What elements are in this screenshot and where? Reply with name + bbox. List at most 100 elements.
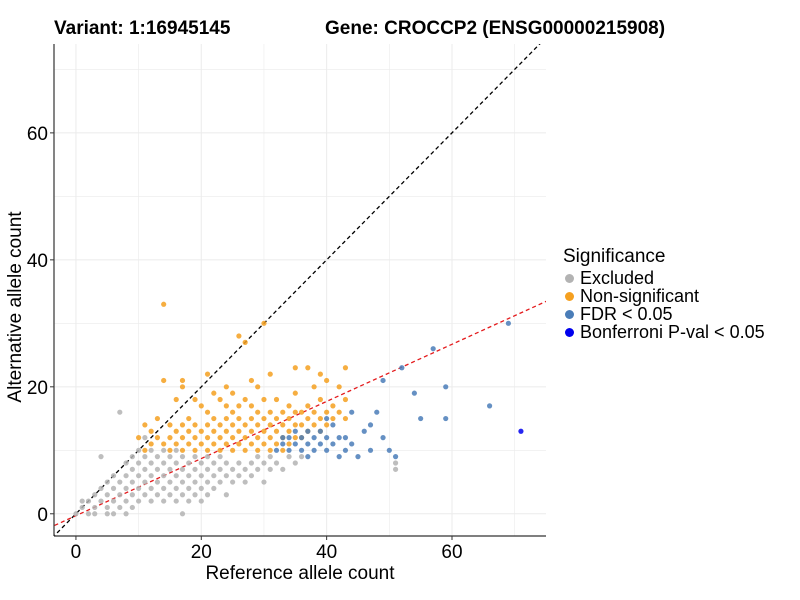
- legend-item-fdr: FDR < 0.05: [563, 304, 765, 324]
- point-fdr-0-05: [286, 447, 292, 453]
- point-non-significant: [223, 403, 229, 409]
- point-excluded: [129, 504, 135, 511]
- point-non-significant: [255, 435, 261, 441]
- point-excluded: [92, 504, 98, 511]
- point-excluded: [136, 473, 142, 479]
- point-non-significant: [242, 396, 248, 403]
- point-non-significant: [261, 396, 267, 403]
- point-non-significant: [217, 447, 223, 453]
- point-excluded: [179, 454, 186, 460]
- point-non-significant: [217, 396, 223, 403]
- point-non-significant: [198, 441, 204, 447]
- point-non-significant: [336, 384, 342, 390]
- point-non-significant: [261, 428, 267, 434]
- point-non-significant: [267, 447, 273, 453]
- point-fdr-0-05: [367, 447, 374, 453]
- point-excluded: [117, 504, 123, 511]
- point-excluded: [123, 460, 129, 466]
- point-non-significant: [324, 377, 330, 384]
- point-fdr-0-05: [380, 377, 386, 384]
- point-non-significant: [204, 435, 211, 441]
- point-non-significant: [211, 441, 217, 447]
- point-non-significant: [192, 396, 198, 403]
- point-non-significant: [267, 435, 273, 441]
- point-excluded: [154, 492, 161, 498]
- point-excluded: [136, 460, 142, 466]
- point-excluded: [173, 485, 179, 491]
- point-excluded: [161, 447, 167, 453]
- point-non-significant: [173, 441, 179, 447]
- point-excluded: [148, 498, 154, 504]
- point-excluded: [261, 460, 267, 466]
- axes: [50, 44, 546, 540]
- point-non-significant: [167, 422, 173, 428]
- point-non-significant: [286, 403, 292, 409]
- point-non-significant: [211, 428, 217, 434]
- point-non-significant: [242, 435, 248, 441]
- point-non-significant: [311, 384, 317, 390]
- legend-item-non-significant: Non-significant: [563, 286, 765, 306]
- point-excluded: [123, 511, 129, 517]
- point-fdr-0-05: [392, 454, 399, 460]
- point-excluded: [92, 492, 98, 498]
- point-non-significant: [280, 447, 286, 453]
- point-fdr-0-05: [324, 435, 330, 441]
- point-excluded: [173, 460, 179, 466]
- point-non-significant: [230, 435, 236, 441]
- point-fdr-0-05: [411, 390, 417, 396]
- point-non-significant: [298, 409, 305, 415]
- point-non-significant: [292, 390, 298, 396]
- point-bonferroni-p-val-0-05: [518, 428, 524, 434]
- legend-item-excluded: Excluded: [563, 268, 765, 288]
- point-excluded: [267, 466, 273, 472]
- point-non-significant: [267, 371, 273, 377]
- point-fdr-0-05: [342, 435, 349, 441]
- point-non-significant: [204, 447, 211, 453]
- point-non-significant: [292, 422, 298, 428]
- point-fdr-0-05: [386, 447, 392, 453]
- point-non-significant: [324, 422, 330, 428]
- x-tick-label: 20: [191, 542, 212, 563]
- legend: Significance Excluded Non-significant FD…: [563, 246, 765, 342]
- point-excluded: [129, 466, 135, 472]
- variant-title: Variant: 1:16945145: [54, 18, 231, 39]
- point-excluded: [173, 473, 179, 479]
- point-non-significant: [298, 422, 305, 428]
- point-non-significant: [161, 441, 167, 447]
- x-tick-label: 40: [316, 542, 337, 563]
- point-fdr-0-05: [336, 435, 342, 441]
- point-fdr-0-05: [292, 428, 298, 434]
- point-excluded: [230, 466, 236, 472]
- point-fdr-0-05: [280, 435, 286, 441]
- point-excluded: [142, 454, 148, 460]
- point-excluded: [211, 473, 217, 479]
- point-non-significant: [336, 409, 342, 415]
- point-fdr-0-05: [280, 441, 286, 447]
- point-non-significant: [236, 428, 242, 434]
- point-non-significant: [198, 403, 204, 409]
- point-excluded: [273, 460, 280, 466]
- point-non-significant: [305, 365, 311, 371]
- point-non-significant: [223, 441, 229, 447]
- point-non-significant: [330, 415, 336, 422]
- point-non-significant: [330, 403, 336, 409]
- point-fdr-0-05: [349, 409, 355, 415]
- point-excluded: [104, 504, 110, 511]
- point-excluded: [136, 447, 142, 453]
- point-excluded: [217, 479, 223, 485]
- point-non-significant: [280, 409, 286, 415]
- point-excluded: [173, 498, 179, 504]
- point-fdr-0-05: [305, 428, 311, 434]
- point-non-significant: [317, 396, 323, 403]
- point-non-significant: [192, 447, 198, 453]
- legend-swatch-fdr: [565, 309, 574, 319]
- point-excluded: [142, 466, 148, 472]
- point-excluded: [148, 473, 154, 479]
- point-excluded: [192, 466, 198, 472]
- point-excluded: [167, 454, 173, 460]
- point-fdr-0-05: [330, 441, 336, 447]
- point-non-significant: [242, 422, 248, 428]
- point-excluded: [255, 466, 261, 472]
- point-non-significant: [255, 384, 261, 390]
